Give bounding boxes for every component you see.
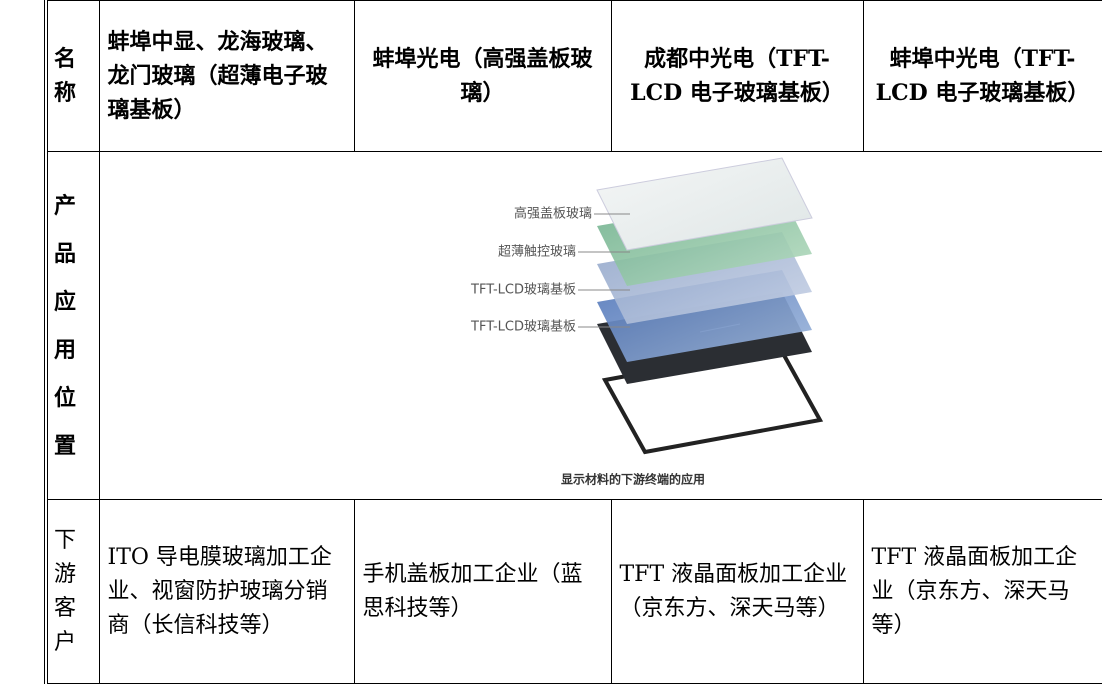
header-cell: 蚌埠中光电（TFT-LCD 电子玻璃基板）: [862, 0, 1102, 152]
header-cell: 成都中光电（TFT-LCD 电子玻璃基板）: [610, 0, 864, 152]
figure-row: 产品应用位置 高强盖板玻璃 超薄触控玻璃 TFT-LCD玻璃基板 TFT-LCD…: [45, 151, 1102, 500]
cell: TFT 液晶面板加工企业（京东方、深天马等）: [610, 499, 864, 684]
layer-label: TFT-LCD玻璃基板: [470, 320, 576, 335]
layer-label: TFT-LCD玻璃基板: [470, 283, 576, 298]
figure-caption: 显示材料的下游终端的应用: [560, 472, 704, 487]
cell: TFT 液晶面板加工企业（京东方、深天马等）: [862, 499, 1102, 684]
header-cell: 蚌埠中显、龙海玻璃、龙门玻璃（超薄电子玻璃基板）: [98, 0, 355, 152]
header-cell: 名称: [45, 0, 100, 152]
company-table: 名称 蚌埠中显、龙海玻璃、龙门玻璃（超薄电子玻璃基板） 蚌埠光电（高强盖板玻璃）…: [44, 0, 1102, 684]
customer-row: 下游客户 ITO 导电膜玻璃加工企业、视窗防护玻璃分销商（长信科技等） 手机盖板…: [45, 499, 1102, 684]
cell: 手机盖板加工企业（蓝思科技等）: [353, 499, 612, 684]
layers-figure: 高强盖板玻璃 超薄触控玻璃 TFT-LCD玻璃基板 TFT-LCD玻璃基板 显示…: [470, 157, 823, 487]
figure-cell: 高强盖板玻璃 超薄触控玻璃 TFT-LCD玻璃基板 TFT-LCD玻璃基板 显示…: [98, 151, 1102, 500]
layer-label: 超薄触控玻璃: [497, 245, 575, 260]
layer-label: 高强盖板玻璃: [513, 206, 591, 222]
layer: [595, 157, 813, 251]
header-cell: 蚌埠光电（高强盖板玻璃）: [353, 0, 612, 152]
row-label: 下游客户: [45, 499, 100, 684]
cell: ITO 导电膜玻璃加工企业、视窗防护玻璃分销商（长信科技等）: [98, 499, 355, 684]
header-row: 名称 蚌埠中显、龙海玻璃、龙门玻璃（超薄电子玻璃基板） 蚌埠光电（高强盖板玻璃）…: [45, 0, 1102, 152]
row-label: 产品应用位置: [45, 151, 100, 500]
